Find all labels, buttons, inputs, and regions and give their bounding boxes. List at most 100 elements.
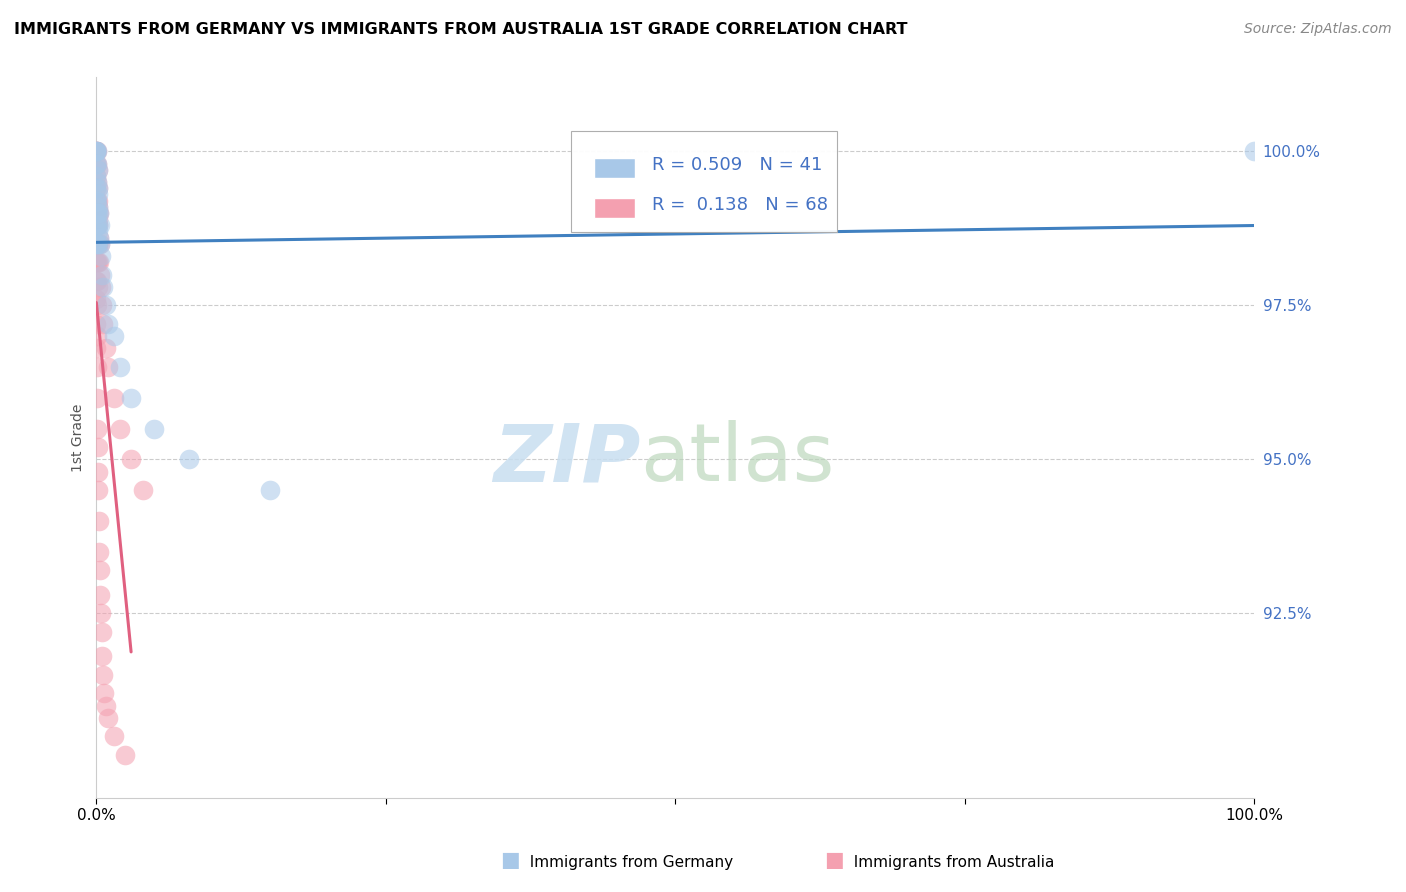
Point (86, 194, 108, 208)
Point (89, 588, 111, 602)
Point (86, 175, 108, 189)
Point (86, 156, 108, 170)
Point (86, 175, 108, 189)
Point (86, 255, 108, 269)
Point (87, 230, 110, 244)
Point (86, 236, 108, 251)
Text: Immigrants from Germany: Immigrants from Germany (520, 855, 734, 870)
Y-axis label: 1st Grade: 1st Grade (72, 403, 86, 472)
Text: ■: ■ (824, 850, 844, 870)
Point (86, 236, 108, 251)
Point (86, 169, 108, 183)
Point (91, 280, 114, 294)
Point (86, 219, 108, 233)
Point (103, 730, 125, 744)
Point (86, 156, 108, 170)
Point (86, 181, 108, 195)
Point (91, 317, 114, 331)
Point (86, 169, 108, 183)
Point (91, 649, 114, 664)
Point (86, 421, 108, 435)
Point (86, 145, 108, 159)
Point (86, 236, 108, 251)
Point (87, 465, 110, 479)
Point (103, 329, 125, 343)
Point (90, 624, 112, 639)
Point (86, 181, 108, 195)
Point (94, 342, 117, 356)
Point (87, 255, 110, 269)
Point (103, 391, 125, 405)
Point (86, 200, 108, 214)
Point (120, 452, 142, 467)
Point (86, 342, 108, 356)
Point (86, 206, 108, 220)
Text: ■: ■ (501, 850, 520, 870)
Point (87, 206, 110, 220)
Point (86, 156, 108, 170)
Point (90, 607, 112, 621)
Point (89, 544, 111, 558)
Point (86, 194, 108, 208)
Text: atlas: atlas (641, 420, 835, 499)
Text: IMMIGRANTS FROM GERMANY VS IMMIGRANTS FROM AUSTRALIA 1ST GRADE CORRELATION CHART: IMMIGRANTS FROM GERMANY VS IMMIGRANTS FR… (14, 22, 907, 37)
Point (86, 255, 108, 269)
Point (86, 280, 108, 294)
FancyBboxPatch shape (595, 198, 636, 218)
Point (86, 145, 108, 159)
Point (89, 268, 111, 282)
Point (87, 194, 110, 208)
Point (87, 230, 110, 244)
Point (108, 421, 131, 435)
Point (86, 219, 108, 233)
Point (86, 145, 108, 159)
Point (86, 200, 108, 214)
Point (86, 298, 108, 312)
Point (97, 711, 120, 725)
Point (86, 181, 108, 195)
Point (89, 219, 111, 233)
Point (86, 194, 108, 208)
Point (86, 194, 108, 208)
Point (86, 145, 108, 159)
Point (86, 162, 108, 177)
Point (91, 668, 114, 682)
Text: Source: ZipAtlas.com: Source: ZipAtlas.com (1244, 22, 1392, 37)
Point (86, 145, 108, 159)
Text: ZIP: ZIP (494, 420, 641, 499)
Point (94, 698, 117, 713)
Point (94, 298, 117, 312)
Point (97, 359, 120, 374)
Text: R =  0.138   N = 68: R = 0.138 N = 68 (652, 196, 828, 214)
Point (86, 206, 108, 220)
Point (108, 359, 131, 374)
Point (177, 452, 200, 467)
Point (91, 268, 114, 282)
Point (86, 206, 108, 220)
Point (87, 212, 110, 227)
Point (86, 255, 108, 269)
Point (1243, 145, 1265, 159)
Point (86, 292, 108, 306)
Point (87, 224, 110, 238)
Point (87, 187, 110, 202)
Point (86, 440, 108, 454)
Point (86, 156, 108, 170)
Point (93, 686, 115, 700)
Point (86, 329, 108, 343)
Point (90, 280, 112, 294)
Point (86, 317, 108, 331)
Point (86, 236, 108, 251)
Point (86, 236, 108, 251)
Point (86, 219, 108, 233)
Point (114, 747, 136, 762)
Point (86, 274, 108, 288)
FancyBboxPatch shape (571, 131, 838, 233)
Point (86, 219, 108, 233)
Point (86, 274, 108, 288)
Point (86, 391, 108, 405)
Point (86, 181, 108, 195)
Point (89, 563, 111, 577)
Point (89, 236, 111, 251)
Point (87, 236, 110, 251)
